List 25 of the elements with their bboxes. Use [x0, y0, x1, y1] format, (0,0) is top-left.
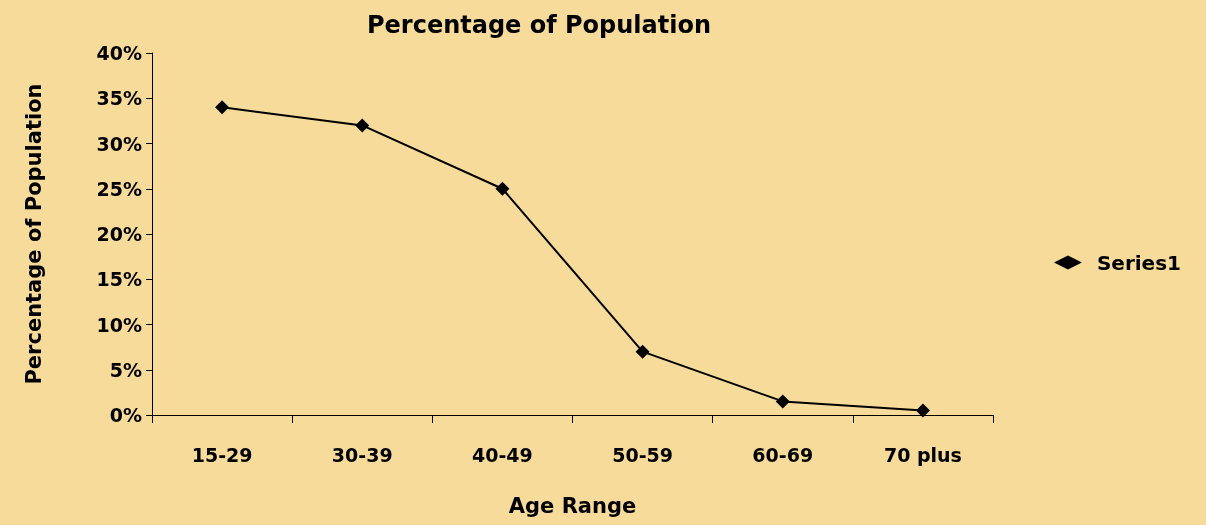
legend-label: Series1 — [1096, 250, 1182, 275]
y-tick-label: 35% — [96, 87, 142, 110]
y-tick-label: 25% — [96, 177, 142, 200]
point — [635, 344, 650, 359]
point — [355, 118, 370, 133]
x-tick-label: 60-69 — [752, 443, 814, 466]
x-tick-label: 70 plus — [883, 443, 962, 466]
x-tick-label: 40-49 — [472, 443, 533, 466]
x-axis-title: Age Range — [508, 493, 637, 518]
x-tick-label: 50-59 — [612, 443, 673, 466]
point — [915, 403, 930, 418]
y-axis-title: Percentage of Population — [21, 83, 46, 385]
x-tick-label: 15-29 — [191, 443, 253, 466]
y-tick-label: 30% — [96, 132, 142, 155]
chart-title: Percentage of Population — [366, 11, 712, 39]
y-tick-label: 40% — [96, 42, 142, 64]
point — [215, 100, 230, 115]
y-tick-label: 5% — [109, 358, 142, 381]
x-tick-label: 30-39 — [331, 443, 393, 466]
y-tick-label: 15% — [96, 268, 142, 291]
y-tick-label: 20% — [96, 223, 142, 245]
point — [775, 394, 790, 409]
point — [495, 181, 510, 196]
y-tick-label: 10% — [96, 313, 142, 336]
y-tick-label: 0% — [109, 404, 142, 426]
